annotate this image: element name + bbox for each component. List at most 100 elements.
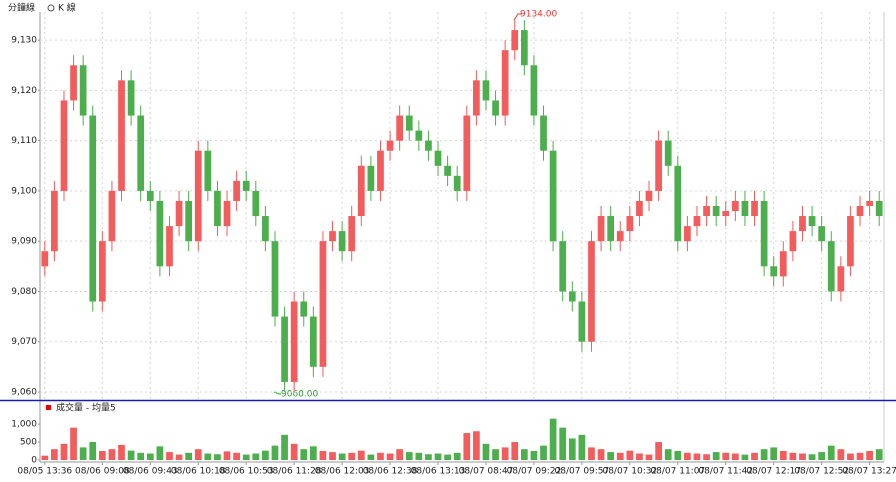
candle-body <box>492 100 499 116</box>
candle-body <box>674 165 682 242</box>
candle-body <box>348 216 356 252</box>
volume-bar <box>770 447 778 460</box>
candle-body <box>233 180 240 201</box>
y-tick-label: 9,110 <box>11 136 37 146</box>
volume-bar <box>549 418 557 460</box>
candle-body <box>51 190 58 252</box>
volume-bar <box>329 452 336 460</box>
x-tick-label: 08/07 09:22 <box>507 467 562 477</box>
volume-bar <box>300 449 308 460</box>
volume-bar <box>214 454 221 460</box>
x-tick-label: 08/06 10:53 <box>219 467 274 477</box>
volume-bar <box>185 452 193 460</box>
candle-body <box>626 216 634 232</box>
volume-bar <box>520 449 528 460</box>
x-tick-label: 08/05 13:36 <box>17 467 72 477</box>
candle-body <box>118 80 125 191</box>
volume-bar <box>482 443 490 460</box>
volume-bar <box>271 445 279 460</box>
volume-bar <box>866 451 873 460</box>
candle-body <box>204 150 212 191</box>
volume-bar <box>847 453 854 460</box>
volume-bar <box>41 455 49 460</box>
candle-body <box>415 130 423 141</box>
volume-bar <box>741 454 749 460</box>
candle-body <box>866 200 873 206</box>
candle-body <box>645 190 653 201</box>
volume-bar <box>434 453 442 460</box>
volume-bar <box>530 451 538 460</box>
candle-body <box>875 200 883 217</box>
candle-body <box>137 115 145 191</box>
volume-bar <box>875 449 883 460</box>
high-annotation: 9134.00 <box>520 10 557 20</box>
volume-bar <box>751 452 758 460</box>
volume-bar <box>386 453 394 460</box>
candle-body <box>827 241 835 292</box>
volume-bar <box>664 449 672 460</box>
candle-body <box>847 216 854 267</box>
volume-bar <box>693 453 701 460</box>
volume-bar <box>559 427 567 460</box>
x-tick-label: 08/06 10:18 <box>171 467 226 477</box>
candle-body <box>530 65 538 116</box>
tab-icon <box>47 4 55 12</box>
volume-bar <box>597 449 605 460</box>
volume-bar <box>511 442 519 460</box>
candle-body <box>482 80 490 101</box>
volume-bar <box>492 449 499 460</box>
volume-bar <box>89 442 97 460</box>
candle-body <box>262 216 269 242</box>
candle-body <box>434 150 442 166</box>
x-tick-label: 08/06 12:03 <box>315 467 370 477</box>
candle-body <box>703 206 710 217</box>
candle-body <box>290 301 298 382</box>
candle-body <box>549 150 557 242</box>
volume-bar <box>827 445 835 460</box>
volume-bar <box>731 453 739 460</box>
volume-bar <box>262 450 269 460</box>
volume-bar <box>501 447 509 460</box>
candle-body <box>242 180 250 191</box>
volume-bar <box>674 451 682 460</box>
tab-minute[interactable]: 分鐘線 <box>8 2 35 14</box>
candle-body <box>808 216 816 227</box>
volume-bar <box>463 433 471 460</box>
volume-legend: 成交量 - 均量5 <box>56 402 116 414</box>
y-tick-label: 9,130 <box>11 36 37 46</box>
candle-body <box>223 200 231 227</box>
candle-body <box>578 301 586 342</box>
candle-body <box>789 231 797 252</box>
candle-body <box>386 140 394 151</box>
volume-bar <box>473 431 480 460</box>
candle-body <box>770 266 778 277</box>
x-tick-label: 08/07 12:52 <box>794 467 849 477</box>
y-tick-label: 9,120 <box>11 86 37 96</box>
candle-body <box>684 226 691 242</box>
candle-body <box>271 241 279 317</box>
volume-bar <box>338 453 346 460</box>
volume-bar <box>540 445 547 460</box>
volume-bar <box>856 452 864 460</box>
x-tick-label: 08/07 12:17 <box>746 467 801 477</box>
candle-body <box>338 231 346 252</box>
candle-body <box>473 80 480 116</box>
volume-bar <box>626 450 634 460</box>
candle-body <box>616 231 624 242</box>
candle-body <box>166 226 173 267</box>
y-tick-label: 9,080 <box>11 287 37 297</box>
candle-body <box>712 206 720 217</box>
candle-body <box>741 200 749 217</box>
candle-body <box>357 165 365 217</box>
annotation-leader <box>273 391 281 395</box>
volume-bar <box>204 453 212 460</box>
volume-bar <box>453 452 461 460</box>
volume-bar <box>377 452 384 460</box>
tab-kline[interactable]: K 線 <box>58 2 76 14</box>
candle-body <box>453 175 461 191</box>
x-tick-label: 08/07 10:32 <box>602 467 657 477</box>
candle-body <box>60 100 68 191</box>
candle-body <box>444 165 451 176</box>
y-tick-label: 9,100 <box>11 186 37 196</box>
volume-bar <box>684 452 691 460</box>
